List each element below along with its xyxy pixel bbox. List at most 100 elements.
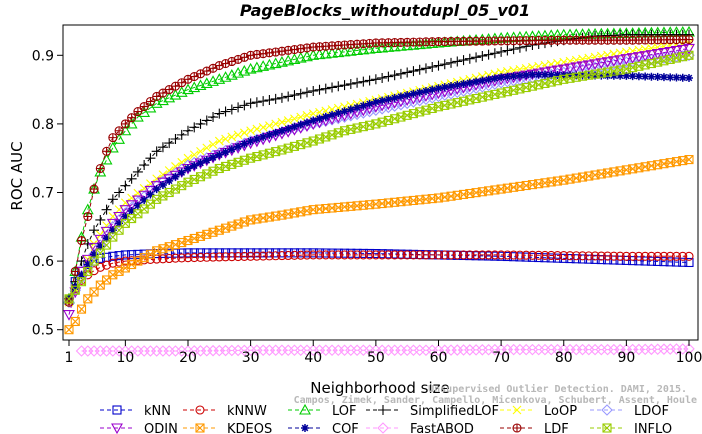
data-point [307,49,320,60]
data-point [96,242,105,251]
data-point [221,134,230,144]
data-point [676,44,689,56]
data-point [90,250,99,259]
legend-item-loop: LoOP [500,404,577,419]
legend-item-fastabod: FastABOD [366,422,474,434]
data-point [208,140,218,149]
data-point [226,104,237,115]
data-point [70,285,80,295]
data-point [95,248,105,258]
data-point [421,86,430,95]
data-point [502,45,513,56]
data-point [584,251,594,261]
data-point [364,75,375,86]
data-point [189,252,199,263]
data-point [402,67,413,78]
data-point [346,105,355,114]
data-point [296,250,306,260]
data-point [327,82,338,93]
data-point [378,405,388,415]
data-point [202,248,212,258]
data-point [75,272,88,285]
data-point [195,423,205,433]
data-point [665,251,675,261]
data-point [651,49,664,60]
legend-item-ldof: LDOF [590,404,669,419]
data-point [409,89,418,98]
data-point [678,73,687,82]
data-point [512,405,522,415]
data-point [559,253,569,263]
data-point [120,250,130,260]
data-point [352,77,363,88]
legend-label: kNNW [227,404,267,419]
data-point [270,93,281,104]
data-point [139,160,150,171]
data-point [602,423,612,433]
series-knnw [64,250,694,305]
data-point [620,54,633,65]
data-point [208,248,218,258]
data-point [246,251,256,261]
data-point [340,250,350,260]
data-point [326,47,338,58]
data-point [383,71,394,82]
legend-label: ODIN [144,422,178,434]
data-point [107,194,118,205]
data-point [665,257,675,267]
x-axis-title: Neighborhood size [310,379,449,397]
legend-label: COF [332,422,359,434]
series-inflo [64,50,694,304]
data-point [396,92,405,101]
data-point [601,57,614,68]
data-point [271,251,281,261]
x-tick-label: 10 [116,350,134,366]
legend-item-simplifiedlof: SimplifiedLOF [366,404,499,419]
data-point [477,50,488,61]
series-line [68,54,690,300]
data-point [158,191,168,201]
data-point [340,107,349,116]
data-point [214,136,224,146]
data-point [365,250,375,260]
data-point [639,51,652,62]
data-point [295,88,306,99]
data-point [139,101,149,112]
data-point [246,126,256,136]
data-point [284,124,293,133]
x-tick-label: 30 [242,350,260,366]
data-point [127,250,137,260]
data-point [446,250,456,260]
data-point [321,250,331,260]
data-point [564,63,576,75]
legend-label: LoOP [544,404,577,419]
data-point [169,170,182,182]
data-point [484,75,493,84]
data-point [95,163,105,174]
data-point [566,71,575,80]
data-point [427,61,438,72]
x-tick-label: 80 [555,350,573,366]
data-point [313,48,326,60]
data-point [76,277,87,287]
data-point [76,304,87,314]
data-point [271,128,280,137]
data-point [171,162,180,171]
data-point [95,262,105,272]
data-point [170,253,181,263]
data-point [547,70,556,79]
data-point [603,251,613,261]
data-point [509,72,518,81]
data-point [621,255,631,265]
watermark-line-2: Campos, Zimek, Sander, Campello, Micenko… [294,394,697,406]
data-point [70,316,80,327]
data-point [477,250,487,260]
y-tick-label: 0.9 [32,48,54,64]
data-point [490,74,499,83]
data-point [645,50,658,61]
data-point [120,180,131,191]
data-point [521,250,531,260]
data-point [601,404,613,416]
data-point [319,47,332,59]
data-point [252,124,262,134]
